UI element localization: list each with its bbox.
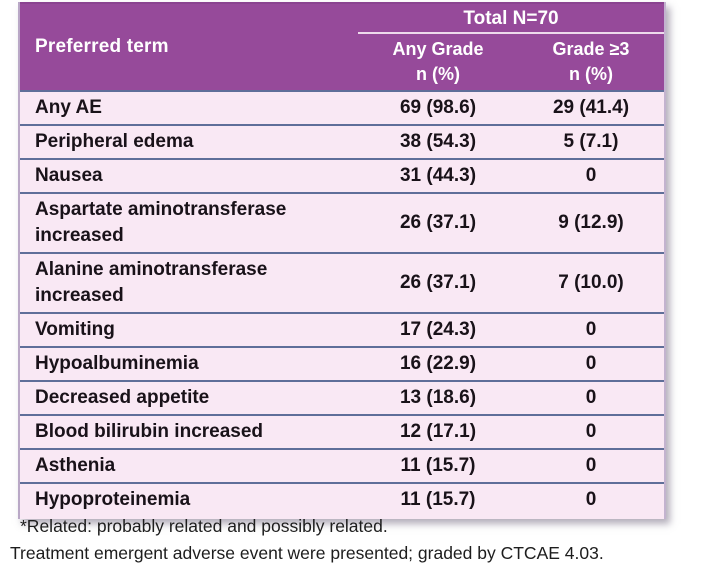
cell-any-grade: 38 (54.3) (399, 131, 477, 152)
cell-grade3: 29 (41.4) (552, 97, 630, 118)
cell-any-grade: 26 (37.1) (399, 212, 477, 233)
table-row-any-ae: Any AE 69 (98.6) 29 (41.4) (20, 90, 664, 124)
header-any-grade-label: Any Grade (392, 39, 484, 59)
cell-term: Hypoproteinemia (35, 489, 191, 510)
header-grade3-npct: n (%) (569, 64, 613, 84)
table-row-peripheral-edema: Peripheral edema 38 (54.3) 5 (7.1) (20, 124, 664, 158)
table-row-ast-increased: Aspartate aminotransferase increased 26 … (20, 192, 664, 252)
cell-term: Hypoalbuminemia (35, 353, 199, 374)
cell-any-grade: 11 (15.7) (400, 489, 476, 510)
header-preferred-term: Preferred term (35, 36, 169, 57)
header-grade3: Grade ≥3 n (%) (518, 34, 664, 90)
table-row-hypoalbuminemia: Hypoalbuminemia 16 (22.9) 0 (20, 346, 664, 380)
cell-grade3: 0 (585, 455, 597, 476)
cell-grade3: 0 (585, 353, 597, 374)
footnote-ctcae: Treatment emergent adverse event were pr… (10, 543, 604, 563)
table-header: Preferred term Total N=70 Any Grade n (%… (20, 2, 664, 90)
cell-any-grade: 69 (98.6) (399, 97, 477, 118)
header-grade3-label: Grade ≥3 (552, 39, 630, 59)
cell-grade3: 0 (585, 489, 597, 510)
cell-grade3: 0 (585, 165, 597, 186)
footnote-related: *Related: probably related and possibly … (20, 516, 388, 536)
table-row-alt-increased: Alanine aminotransferase increased 26 (3… (20, 252, 664, 312)
header-total-group: Total N=70 Any Grade n (%) Grade ≥3 n (%… (358, 4, 664, 90)
table-row-decreased-appetite: Decreased appetite 13 (18.6) 0 (20, 380, 664, 414)
cell-grade3: 9 (12.9) (558, 212, 624, 233)
cell-term: Peripheral edema (35, 131, 194, 152)
cell-any-grade: 26 (37.1) (399, 272, 477, 293)
table-body: Any AE 69 (98.6) 29 (41.4) Peripheral ed… (20, 90, 664, 519)
table-row-hypoproteinemia: Hypoproteinemia 11 (15.7) 0 (20, 482, 664, 516)
cell-any-grade: 11 (15.7) (400, 455, 476, 476)
cell-term: Vomiting (35, 319, 115, 340)
cell-term: Any AE (35, 97, 102, 118)
footnotes: *Related: probably related and possibly … (10, 513, 604, 567)
cell-term: Decreased appetite (35, 387, 210, 408)
header-subcolumns: Any Grade n (%) Grade ≥3 n (%) (358, 34, 664, 90)
header-any-grade: Any Grade n (%) (358, 34, 518, 90)
header-any-grade-npct: n (%) (416, 64, 460, 84)
table-row-asthenia: Asthenia 11 (15.7) 0 (20, 448, 664, 482)
cell-term: Nausea (35, 165, 103, 186)
cell-term: Alanine aminotransferase increased (35, 259, 268, 306)
cell-any-grade: 12 (17.1) (399, 421, 477, 442)
table-row-vomiting: Vomiting 17 (24.3) 0 (20, 312, 664, 346)
table-row-nausea: Nausea 31 (44.3) 0 (20, 158, 664, 192)
cell-any-grade: 17 (24.3) (399, 319, 477, 340)
cell-grade3: 0 (585, 421, 597, 442)
cell-term: Blood bilirubin increased (35, 421, 264, 442)
cell-grade3: 0 (585, 319, 597, 340)
cell-grade3: 7 (10.0) (558, 272, 624, 293)
cell-any-grade: 16 (22.9) (399, 353, 477, 374)
cell-term: Asthenia (35, 455, 116, 476)
cell-grade3: 5 (7.1) (563, 131, 619, 152)
cell-term: Aspartate aminotransferase increased (35, 199, 287, 246)
header-total-n: Total N=70 (358, 4, 664, 34)
cell-grade3: 0 (585, 387, 597, 408)
cell-any-grade: 13 (18.6) (399, 387, 477, 408)
cell-any-grade: 31 (44.3) (399, 165, 477, 186)
adverse-events-table: Preferred term Total N=70 Any Grade n (%… (18, 2, 666, 519)
table-row-blood-bilirubin-increased: Blood bilirubin increased 12 (17.1) 0 (20, 414, 664, 448)
